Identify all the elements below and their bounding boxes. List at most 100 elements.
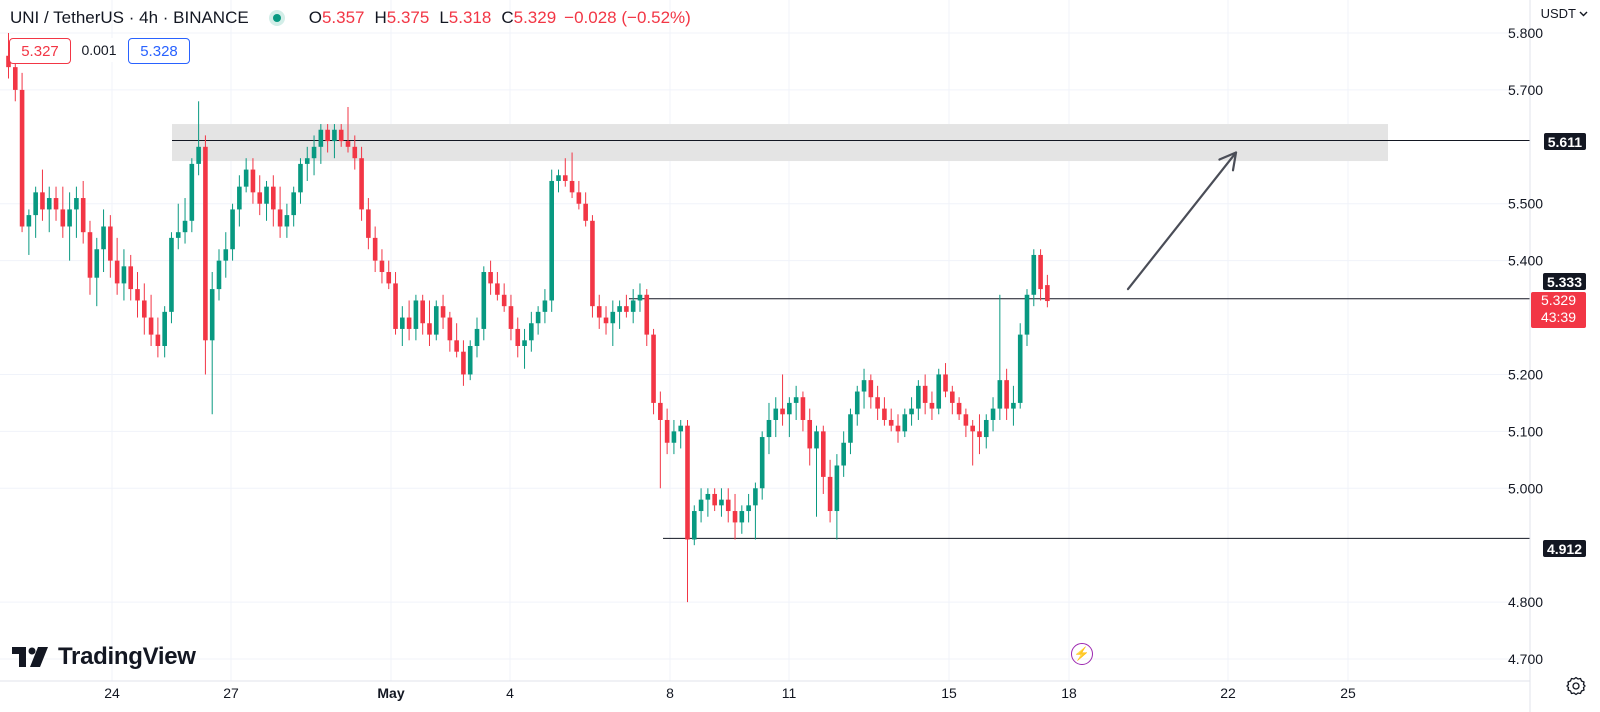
price-change: −0.028 (−0.52%) [564,8,691,27]
candle-body [60,209,66,227]
candle [678,419,684,449]
candle-body [780,408,785,415]
candle-body [257,192,263,204]
candle-body [725,499,731,512]
candle [182,198,188,244]
candle [861,368,867,409]
candle [902,408,908,438]
candle [19,72,25,233]
candle [1038,249,1043,301]
candle [142,283,147,335]
candle [257,175,263,216]
candle-body [216,260,222,290]
candle [562,158,568,187]
candle-body [841,442,846,466]
candle [970,419,975,466]
symbol-title[interactable]: UNI / TetherUS · 4h · BINANCE [10,8,249,27]
candle [827,459,833,523]
candle [1024,289,1030,346]
candle-body [861,380,867,392]
candle-body [529,323,534,341]
candle [128,254,134,301]
candle [773,397,779,438]
candle-body [698,499,704,512]
time-tick-label: 11 [782,685,797,701]
candle [108,215,113,278]
market-status-icon[interactable] [268,10,285,26]
low-value: 5.318 [448,8,492,27]
candle-body [325,129,330,142]
candle [583,192,588,227]
candle-body [223,249,229,261]
symbol-header: UNI / TetherUS · 4h · BINANCE O 5.357 H … [10,7,691,29]
ask-button[interactable]: 5.328 [128,38,190,64]
candle-body [33,192,38,216]
candle-body [576,192,582,204]
candle-body [359,158,364,210]
candle [209,272,215,415]
candle [467,340,473,381]
candle-body [583,203,588,221]
candle [705,488,711,517]
candle-body [746,505,751,512]
candle-body [121,266,127,284]
candle [26,209,32,255]
candle [87,220,93,295]
candle-body [175,232,181,238]
candle-body [1017,334,1023,403]
candle [956,397,962,420]
candle-body [705,493,711,500]
candle [33,186,38,238]
candle [868,374,874,409]
candle-body [766,419,772,438]
candle [854,385,860,426]
candle [400,306,405,346]
candle-body [203,146,208,341]
candle-body [637,294,643,301]
arrow-shaft[interactable] [1126,151,1238,291]
candle [997,294,1003,420]
price-axis[interactable]: 5.800 5.700 5.500 5.400 5.200 5.100 5.000 4.800… [1508,25,1543,667]
time-axis[interactable]: 24 27 May 4 8 11 15 18 22 25 [104,685,1356,701]
candle-body [936,374,942,409]
candle [698,488,704,523]
lightning-icon[interactable]: ⚡ [1071,643,1093,665]
bar-countdown: 43:39 [1540,309,1577,325]
candle-body [630,300,636,312]
candle [352,135,358,170]
candle-body [46,198,52,210]
horizontal-lines[interactable] [172,140,1530,539]
currency-selector[interactable]: USDT [1541,6,1588,21]
candle-body [922,385,928,403]
candle [495,272,500,301]
time-tick-label: 24 [104,685,120,701]
candle [474,317,480,358]
gear-icon[interactable] [1566,676,1586,696]
resistance-zone[interactable] [172,124,1388,162]
candle-body [671,431,677,443]
projection-arrow[interactable] [1126,151,1238,291]
tradingview-logo[interactable]: TradingView [12,643,196,671]
candle-body [596,306,602,318]
candle [549,169,554,312]
candle-body [53,198,59,210]
last-price-label: 5.329 43:39 [1531,292,1586,328]
candle-body [759,437,765,489]
candle-body [271,186,276,210]
price-tick-label: 4.700 [1508,651,1543,667]
candle-body [94,249,100,278]
candle [74,186,79,238]
candle [664,408,670,455]
candle-body [1004,380,1009,409]
candle-body [87,232,93,278]
candle-body [304,158,310,164]
candle [603,306,609,335]
time-tick-label: 25 [1340,685,1356,701]
arrow-head[interactable] [1218,151,1238,172]
candle [148,294,154,346]
candle-body [413,300,419,329]
bid-button[interactable]: 5.327 [9,38,71,64]
candle [223,232,229,278]
candle [596,294,602,329]
